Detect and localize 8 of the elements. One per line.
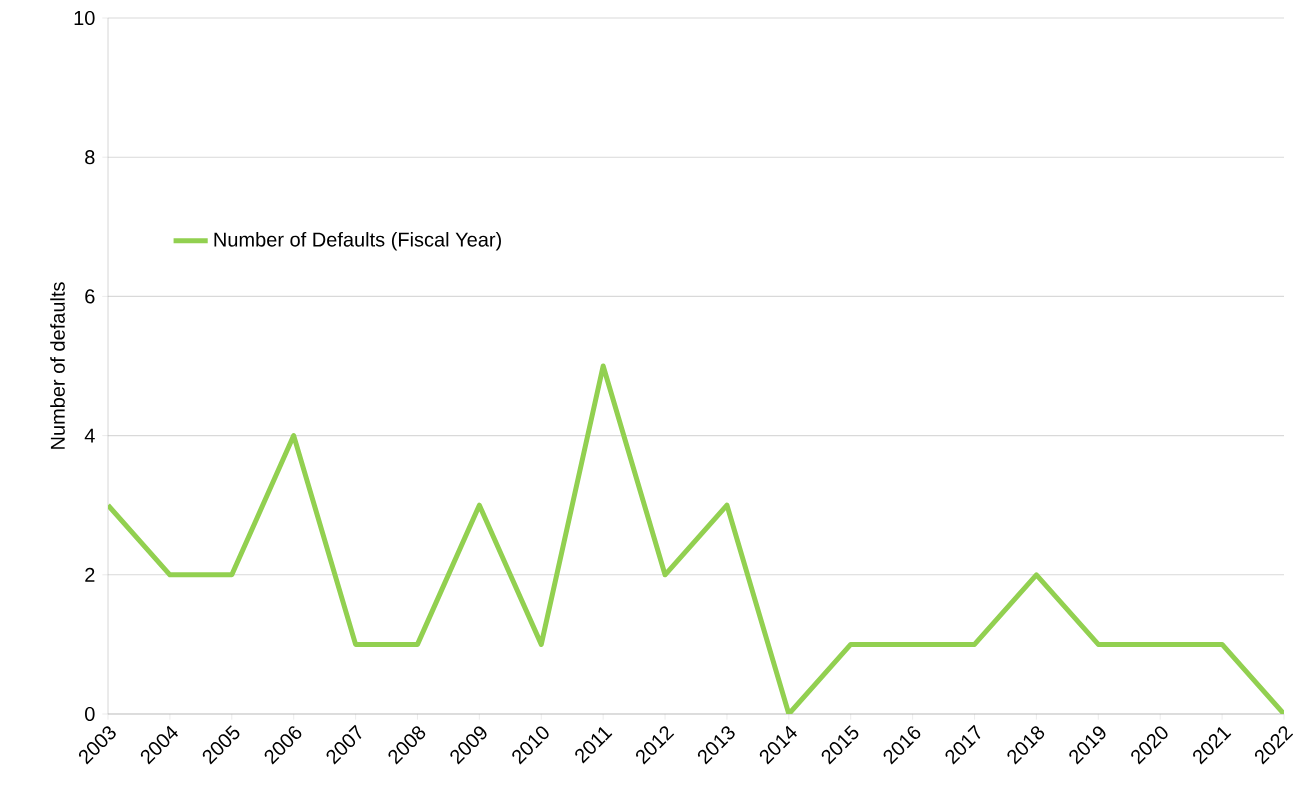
y-tick-label: 8 [85,150,95,165]
y-tick-label: 6 [85,289,95,304]
legend-label: Number of Defaults (Fiscal Year) [214,231,501,251]
y-tick-label: 10 [74,10,95,26]
y-tick-label: 2 [85,567,95,582]
y-axis-title: Number of defaults [50,282,65,449]
y-tick-label: 4 [84,428,95,443]
y-tick-label: 0 [85,706,95,722]
